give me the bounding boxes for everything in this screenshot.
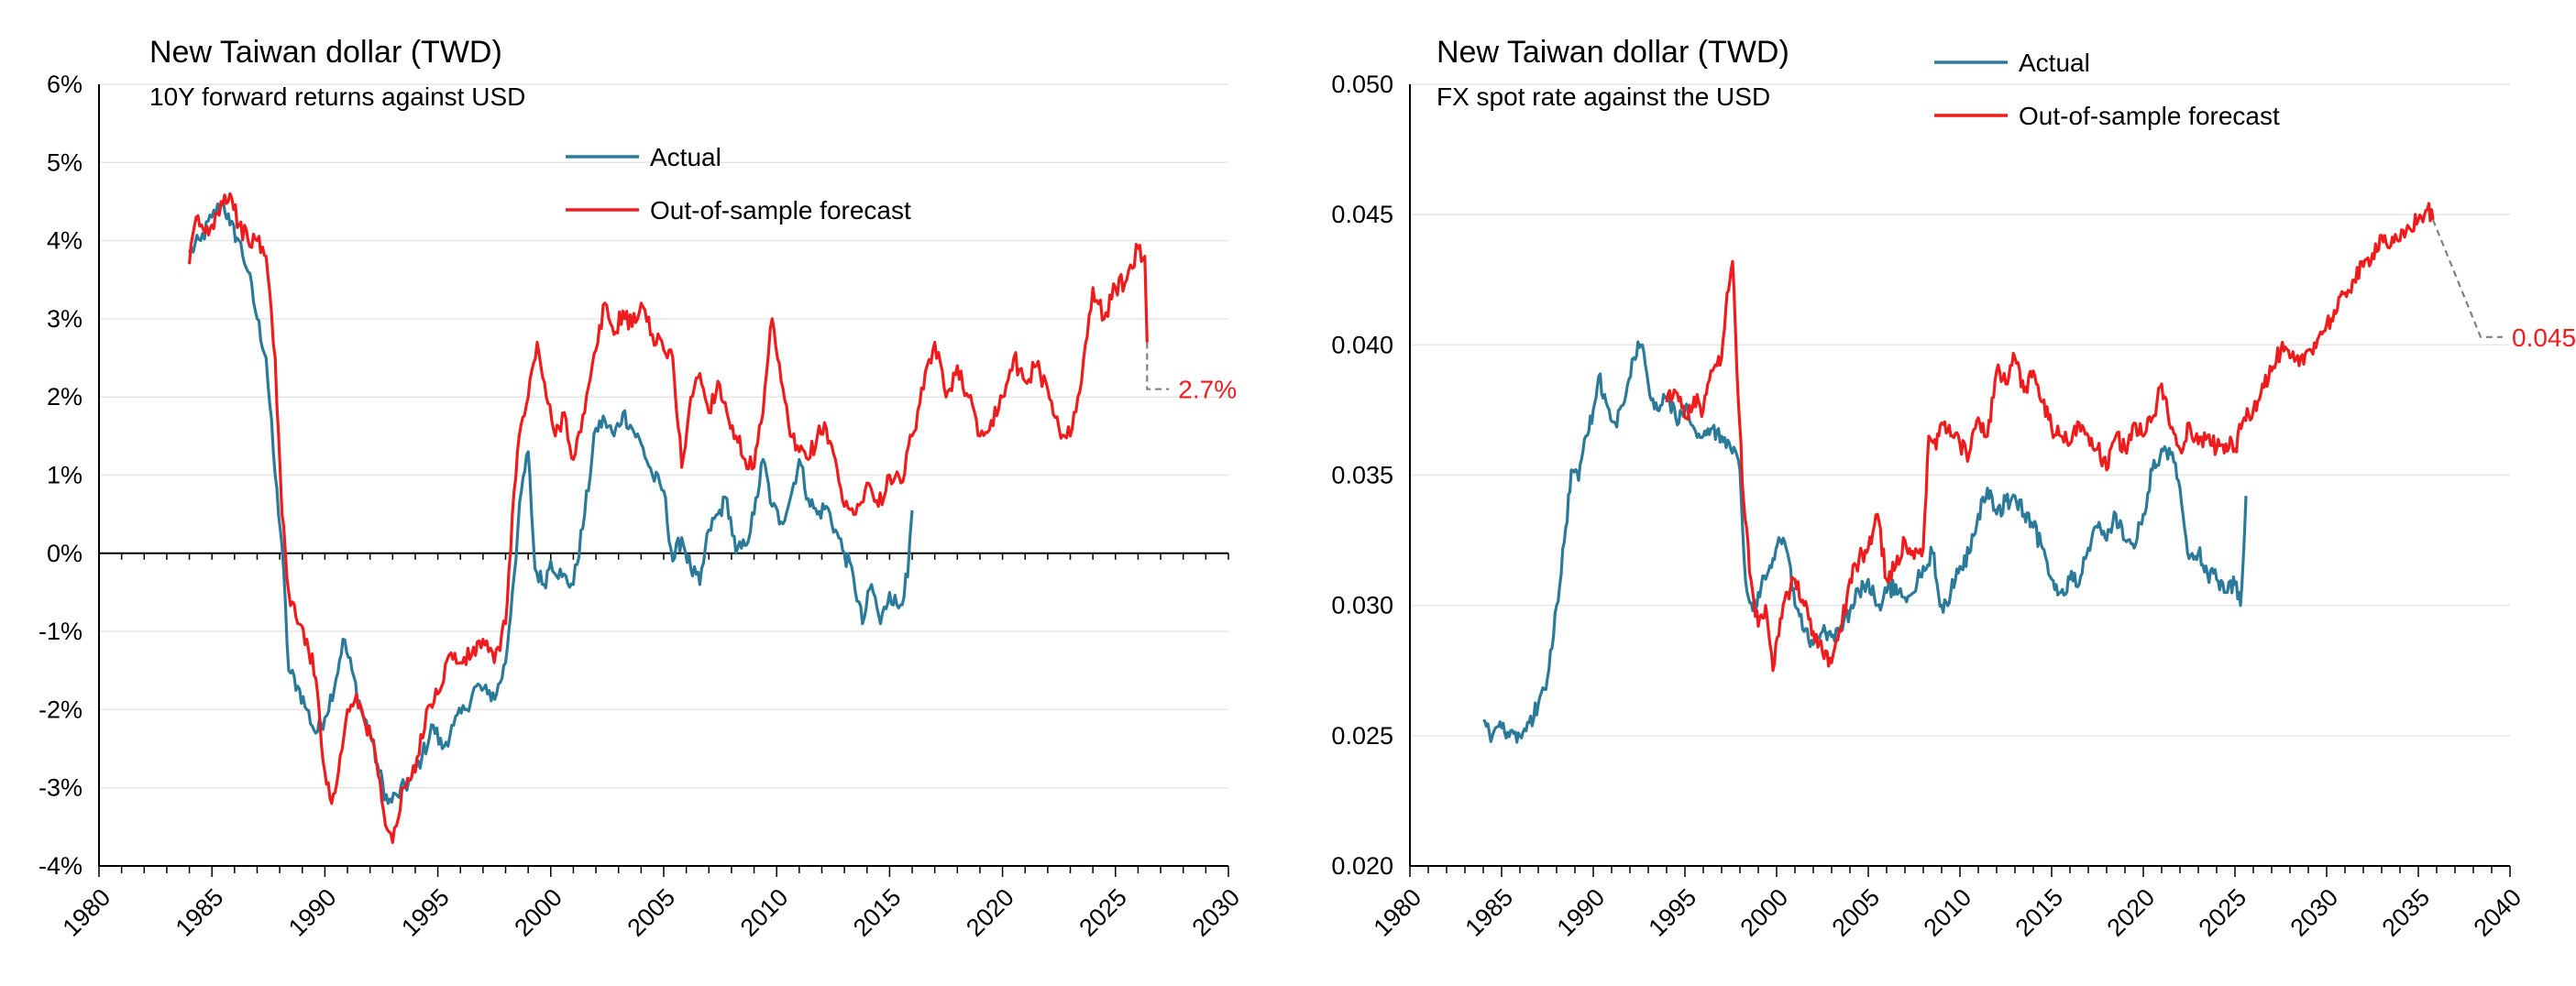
legend-label: Actual bbox=[650, 143, 721, 171]
x-tick-label: 2005 bbox=[1827, 883, 1886, 942]
y-tick-label: -4% bbox=[39, 852, 83, 880]
x-tick-label: 2010 bbox=[735, 883, 794, 942]
right-chart-panel: 0.050 0.045 0.040 0.035 0.030 0.025 0.020 1980 1… bbox=[1274, 0, 2576, 986]
forecast-end-label: 0.045 bbox=[2512, 323, 2576, 352]
y-tick-label: 0.020 bbox=[1331, 852, 1393, 880]
forecast-series-line bbox=[1665, 202, 2435, 673]
legend-label: Out-of-sample forecast bbox=[2019, 102, 2280, 130]
x-tick-label: 2030 bbox=[1187, 883, 1246, 942]
forecast-series-line bbox=[188, 192, 1149, 845]
x-tick-label: 2010 bbox=[1919, 883, 1977, 942]
x-tick-label: 2005 bbox=[622, 883, 681, 942]
y-tick-label: 0.040 bbox=[1331, 331, 1393, 358]
y-tick-label: 3% bbox=[47, 305, 83, 333]
y-tick-label: 0.025 bbox=[1331, 722, 1393, 750]
y-tick-label: 1% bbox=[47, 462, 83, 489]
y-tick-label: 2% bbox=[47, 383, 83, 411]
y-tick-label: 0% bbox=[47, 540, 83, 567]
x-tick-label: 1980 bbox=[58, 883, 116, 942]
chart-subtitle: 10Y forward returns against USD bbox=[149, 82, 525, 111]
x-tick-label: 2025 bbox=[1073, 883, 1132, 942]
y-tick-label: 5% bbox=[47, 148, 83, 176]
y-tick-label: 0.045 bbox=[1331, 201, 1393, 228]
x-tick-label: 2040 bbox=[2469, 883, 2527, 942]
forecast-dashed-connector bbox=[1146, 342, 1170, 390]
x-tick-label: 2000 bbox=[1735, 883, 1794, 942]
left-chart: 6% 5% 4% 3% 2% 1% 0% -1% -2% -3% -4% 1980 1985 1990 19… bbox=[39, 35, 1246, 942]
x-tick-label: 1980 bbox=[1369, 883, 1427, 942]
x-tick-label: 1995 bbox=[1644, 883, 1702, 942]
x-tick-label: 2025 bbox=[2194, 883, 2252, 942]
forecast-dashed-connector bbox=[2431, 219, 2503, 338]
left-chart-panel: 6% 5% 4% 3% 2% 1% 0% -1% -2% -3% -4% 1980 1985 1990 19… bbox=[0, 0, 1274, 986]
y-tick-label: -1% bbox=[39, 618, 83, 645]
chart-title: New Taiwan dollar (TWD) bbox=[1437, 35, 1789, 70]
y-tick-label: 0.050 bbox=[1331, 71, 1393, 98]
x-tick-label: 2030 bbox=[2285, 883, 2344, 942]
x-tick-label: 2035 bbox=[2377, 883, 2436, 942]
y-tick-label: 4% bbox=[47, 227, 83, 255]
chart-subtitle: FX spot rate against the USD bbox=[1437, 82, 1770, 111]
x-tick-label: 1985 bbox=[1460, 883, 1519, 942]
x-tick-label: 2020 bbox=[961, 883, 1019, 942]
y-tick-label: -2% bbox=[39, 696, 83, 723]
forecast-end-label: 2.7% bbox=[1178, 376, 1237, 404]
x-tick-label: 1995 bbox=[396, 883, 455, 942]
x-tick-label: 1985 bbox=[171, 883, 229, 942]
legend-label: Actual bbox=[2019, 49, 2090, 77]
x-tick-label: 2020 bbox=[2102, 883, 2161, 942]
x-tick-label: 1990 bbox=[283, 883, 342, 942]
legend-label: Out-of-sample forecast bbox=[650, 196, 911, 225]
actual-series-line bbox=[188, 200, 914, 805]
chart-title: New Taiwan dollar (TWD) bbox=[149, 35, 502, 70]
x-tick-label: 2015 bbox=[848, 883, 907, 942]
x-tick-label: 1990 bbox=[1552, 883, 1611, 942]
y-tick-label: 0.030 bbox=[1331, 592, 1393, 619]
right-chart: 0.050 0.045 0.040 0.035 0.030 0.025 0.020 1980 1… bbox=[1331, 35, 2576, 942]
y-tick-label: 6% bbox=[47, 71, 83, 98]
y-tick-label: 0.035 bbox=[1331, 462, 1393, 489]
x-tick-label: 2015 bbox=[2010, 883, 2069, 942]
y-tick-label: -3% bbox=[39, 774, 83, 802]
x-tick-label: 2000 bbox=[509, 883, 567, 942]
actual-series-line bbox=[1482, 340, 2248, 744]
